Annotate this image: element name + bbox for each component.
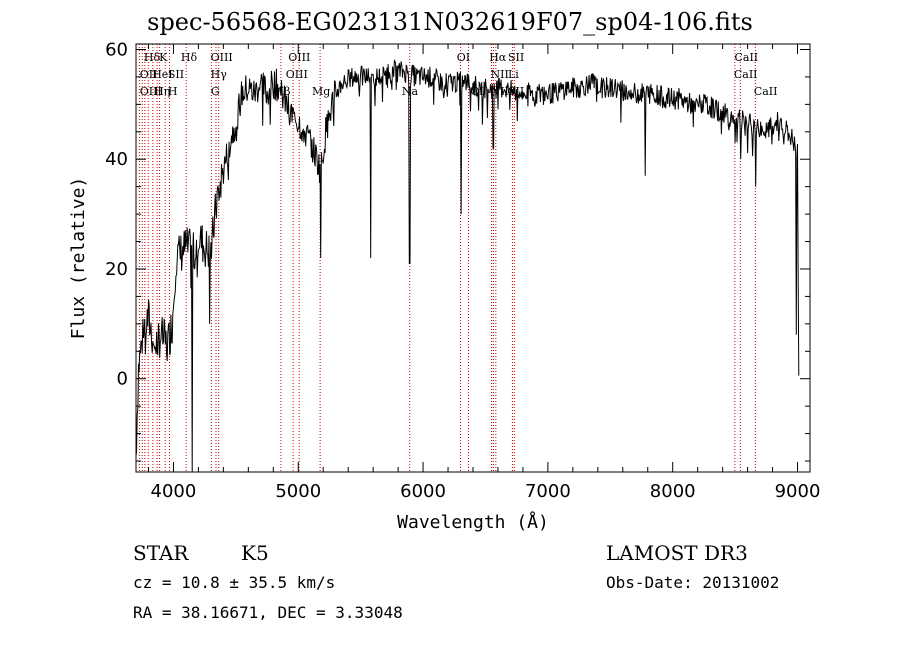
y-tick-label: 20 [105, 259, 128, 280]
x-tick-label: 9000 [775, 481, 821, 502]
y-tick-label: 0 [117, 369, 128, 390]
y-tick-label: 40 [105, 149, 128, 170]
spectral-line-label: OIII [286, 68, 308, 81]
spectral-line-label: SII [508, 85, 524, 98]
spectral-line-label: OIII [288, 51, 310, 64]
spectral-line-label: OI [471, 85, 484, 98]
spectral-line-label: OIII [140, 85, 162, 98]
object-type: STAR [133, 541, 189, 565]
spectral-line-label: Hβ [275, 85, 291, 98]
spectral-line-label: CaII [754, 85, 778, 98]
spectral-line-label: G [211, 85, 220, 98]
spectrum-line [135, 59, 800, 473]
spectral-line-label: CaII [734, 68, 758, 81]
spectral-line-label: CaII [734, 51, 758, 64]
spectral-line-label: K [159, 51, 168, 64]
spectral-line-label: SII [168, 68, 184, 81]
spectral-line-label: SII [508, 51, 524, 64]
chart-title: spec-56568-EG023131N032619F07_sp04-106.f… [147, 8, 753, 36]
x-tick-label: 5000 [275, 481, 321, 502]
spectral-line-label: Li [508, 68, 519, 81]
ra-dec: RA = 38.16671, DEC = 3.33048 [133, 603, 403, 622]
spectral-line-label: NII [490, 68, 508, 81]
spectral-line-label: NII [490, 85, 508, 98]
spectral-line-label: Hδ [181, 51, 198, 64]
spectral-line-label: Na [402, 85, 419, 98]
x-tick-label: 8000 [650, 481, 696, 502]
x-tick-label: 4000 [151, 481, 197, 502]
spectral-line-label: OIII [211, 51, 233, 64]
spectral-line-label: Hη [154, 85, 170, 98]
spectral-line-label: Hδ [144, 51, 161, 64]
spectral-line-label: Hα [489, 51, 507, 64]
spectral-line-label: OI [457, 51, 470, 64]
spectral-line-label: Mg [312, 85, 330, 98]
x-axis-label: Wavelength (Å) [397, 511, 549, 533]
subclass: K5 [241, 541, 269, 565]
y-tick-label: 60 [105, 39, 128, 60]
obs-date: Obs-Date: 20131002 [606, 573, 780, 592]
spectral-line-label: OII [140, 68, 158, 81]
spectral-line-label: H [168, 85, 178, 98]
spectral-line-label: HeI [152, 68, 172, 81]
survey-name: LAMOST DR3 [606, 541, 748, 565]
y-axis-label: Flux (relative) [68, 177, 89, 340]
x-tick-label: 6000 [400, 481, 446, 502]
redshift-cz: cz = 10.8 ± 35.5 km/s [133, 573, 336, 592]
x-tick-label: 7000 [525, 481, 571, 502]
spectral-line-label: Hγ [211, 68, 228, 81]
